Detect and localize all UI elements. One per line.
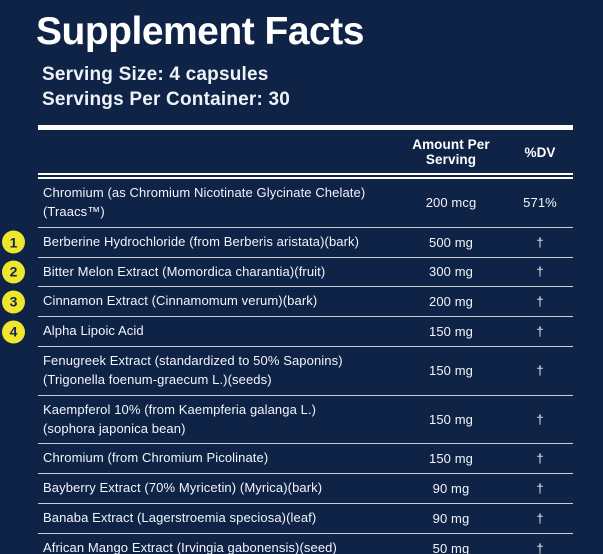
number-badge: 3: [2, 290, 25, 314]
ingredient-name: Berberine Hydrochloride (from Berberis a…: [43, 233, 360, 249]
ingredient-dv: †: [536, 540, 544, 554]
ingredient-name: Fenugreek Extract (standardized to 50% S…: [43, 353, 343, 387]
ingredient-dv: †: [536, 511, 544, 527]
table-row: 3 Cinnamon Extract (Cinnamomum verum)(bar…: [2, 287, 573, 318]
ingredient-amount: 500 mg: [429, 234, 473, 250]
serving-size-line: Serving Size: 4 capsules: [42, 64, 269, 85]
ingredient-name: Alpha Lipoic Acid: [43, 323, 144, 339]
ingredient-dv: †: [536, 363, 544, 379]
ingredient-amount: 150 mg: [429, 451, 473, 467]
ingredient-name: Chromium (from Chromium Picolinate): [43, 450, 269, 466]
table-row: Chromium (from Chromium Picolinate) 150 m…: [38, 444, 573, 475]
ingredient-amount: 90 mg: [432, 511, 470, 527]
table-row: African Mango Extract (Irvingia gabonens…: [38, 534, 573, 554]
header-double-rule: [38, 173, 573, 179]
number-badge: 1: [2, 230, 25, 254]
table-row: Chromium (as Chromium Nicotinate Glycina…: [38, 179, 573, 228]
number-badge: 4: [2, 320, 25, 344]
table-row: Bayberry Extract (70% Myricetin) (Myrica…: [38, 474, 573, 505]
ingredient-name: Bayberry Extract (70% Myricetin) (Myrica…: [43, 480, 323, 496]
facts-table: Amount Per Serving %DV Chromium (as Chro…: [2, 125, 573, 554]
ingredient-amount: 150 mg: [429, 412, 473, 428]
ingredient-dv: †: [536, 234, 544, 250]
panel-title: Supplement Facts: [36, 10, 364, 53]
ingredient-name: Banaba Extract (Lagerstroemia speciosa)(…: [43, 510, 317, 526]
table-header-row: Amount Per Serving %DV: [38, 130, 573, 173]
ingredient-dv: †: [536, 324, 544, 340]
ingredient-dv: †: [536, 481, 544, 497]
ingredient-name: Cinnamon Extract (Cinnamomum verum)(bark…: [43, 293, 318, 309]
table-row: 2 Bitter Melon Extract (Momordica charant…: [2, 258, 573, 288]
ingredient-dv: †: [536, 294, 544, 310]
ingredient-dv: †: [536, 412, 544, 428]
ingredient-amount: 90 mg: [432, 481, 470, 497]
servings-per-container-line: Servings Per Container: 30: [42, 89, 291, 110]
table-row: 4 Alpha Lipoic Acid 150 mg †: [2, 317, 573, 348]
ingredient-dv: †: [536, 451, 544, 467]
ingredient-dv: †: [536, 264, 544, 280]
column-header-amount: Amount Per Serving: [412, 137, 490, 167]
table-row: Kaempferol 10% (from Kaempferia galanga …: [38, 396, 573, 445]
ingredient-amount: 150 mg: [429, 363, 473, 379]
ingredient-amount: 300 mg: [429, 264, 473, 280]
table-row: Banaba Extract (Lagerstroemia speciosa)(…: [38, 504, 573, 534]
ingredient-amount: 200 mcg: [425, 195, 477, 211]
ingredient-dv: 571%: [523, 195, 557, 211]
table-top-rule: [38, 125, 573, 130]
ingredient-name: Chromium (as Chromium Nicotinate Glycina…: [43, 185, 366, 219]
ingredient-name: African Mango Extract (Irvingia gabonens…: [43, 539, 337, 554]
ingredient-amount: 200 mg: [429, 294, 473, 310]
ingredient-amount: 150 mg: [429, 324, 473, 340]
table-row: Fenugreek Extract (standardized to 50% S…: [38, 347, 573, 396]
number-badge: 2: [2, 260, 25, 284]
ingredient-name: Kaempferol 10% (from Kaempferia galanga …: [43, 401, 317, 436]
column-header-dv: %DV: [524, 144, 556, 160]
ingredient-name: Bitter Melon Extract (Momordica charanti…: [43, 263, 326, 279]
ingredient-amount: 50 mg: [432, 540, 470, 554]
table-body: Chromium (as Chromium Nicotinate Glycina…: [2, 179, 573, 554]
supplement-facts-panel: Supplement Facts Serving Size: 4 capsule…: [2, 10, 573, 554]
table-row: 1 Berberine Hydrochloride (from Berberis …: [2, 228, 573, 258]
